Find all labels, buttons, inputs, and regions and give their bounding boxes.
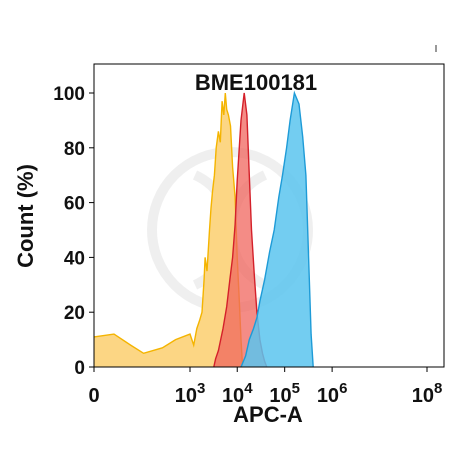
x-tick-label: 103 xyxy=(175,380,206,407)
y-tick-label: 0 xyxy=(74,358,85,379)
x-tick-label: 105 xyxy=(269,380,300,407)
x-tick-label: 108 xyxy=(412,380,443,407)
series-layer xyxy=(93,90,314,368)
histogram-area-series-1 xyxy=(94,93,243,367)
x-tick-label: 0 xyxy=(88,385,99,407)
histogram-line-series-1 xyxy=(93,92,244,368)
chart-title: BME100181 xyxy=(195,70,317,95)
y-tick-label: 80 xyxy=(64,139,85,160)
histogram-line-series-3 xyxy=(240,90,314,368)
x-axis-title: APC-A xyxy=(233,402,303,427)
x-axis-ticks: 0 103 104 105 106 108 xyxy=(88,367,442,407)
plot-frame xyxy=(93,63,445,368)
x-tick-label: 104 xyxy=(222,380,253,407)
histogram-area-series-3 xyxy=(241,93,314,367)
y-axis-title: Count (%) xyxy=(13,164,38,268)
histogram-area-series-2 xyxy=(213,93,267,367)
y-axis-ticks: 0 20 40 60 80 100 xyxy=(53,84,94,379)
x-tick-label: 106 xyxy=(317,380,348,407)
y-tick-label: 60 xyxy=(64,194,85,215)
y-tick-label: 100 xyxy=(53,84,85,105)
y-tick-label: 20 xyxy=(64,303,85,324)
y-tick-label: 40 xyxy=(64,248,85,269)
